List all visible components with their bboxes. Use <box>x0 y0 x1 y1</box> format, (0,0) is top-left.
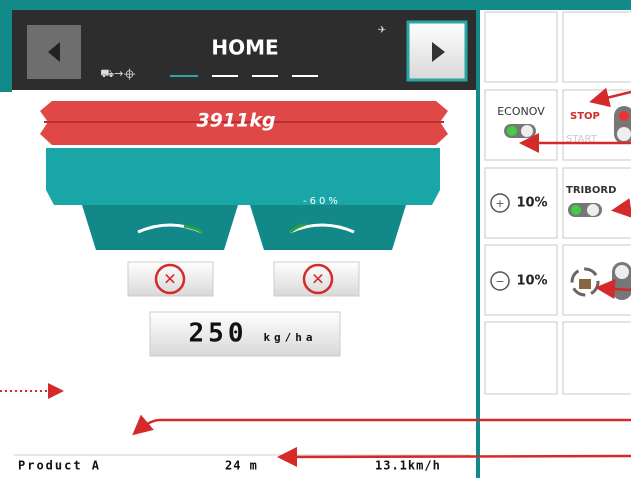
rate-unit: kg/ha <box>263 331 316 344</box>
frame-left <box>0 0 12 92</box>
left-step-value: 10% <box>516 196 547 211</box>
screen: HOME ⛟→⌖ ✈ 3911kg -60% ✕ ✕ 250 kg/ha Pro… <box>0 0 631 478</box>
plus-sign: + <box>495 197 504 210</box>
econov-led <box>507 126 517 136</box>
grid-cell[interactable] <box>485 12 557 82</box>
calibration-knob <box>615 265 629 279</box>
right-disc-x: ✕ <box>311 270 324 289</box>
tribord-led <box>571 205 581 215</box>
right-setting: -60% <box>303 196 341 207</box>
right-step-value: 10% <box>516 274 547 289</box>
tribord-label: TRIBORD <box>566 185 616 196</box>
grid-cell[interactable] <box>563 322 631 394</box>
stop-led <box>619 111 629 121</box>
hopper-left <box>82 205 238 250</box>
tribord-knob <box>587 204 599 216</box>
econov-label: ECONOV <box>497 105 545 118</box>
econov-knob <box>521 125 533 137</box>
left-disc-x: ✕ <box>163 270 176 289</box>
grid-cell[interactable] <box>563 12 631 82</box>
gps-icon: ⛟→⌖ <box>100 67 135 80</box>
calibration-weight <box>579 279 591 289</box>
satellite-icon: ✈ <box>378 25 386 36</box>
stop-label: STOP <box>570 111 600 122</box>
rate-value: 250 <box>189 319 248 349</box>
hopper-right <box>250 205 406 250</box>
speed: 13.1km/h <box>375 459 441 473</box>
hopper-body <box>46 148 440 205</box>
grid-cell[interactable] <box>485 322 557 394</box>
tribord-button[interactable] <box>563 168 631 238</box>
working-width: 24 m <box>225 459 258 473</box>
page-title: HOME <box>211 36 278 60</box>
frame-top <box>0 0 631 10</box>
hopper-weight: 3911kg <box>196 110 275 132</box>
product: Product A <box>18 459 101 473</box>
minus-sign: − <box>495 275 504 288</box>
stop-knob <box>617 127 631 141</box>
frame-divider <box>476 0 480 478</box>
